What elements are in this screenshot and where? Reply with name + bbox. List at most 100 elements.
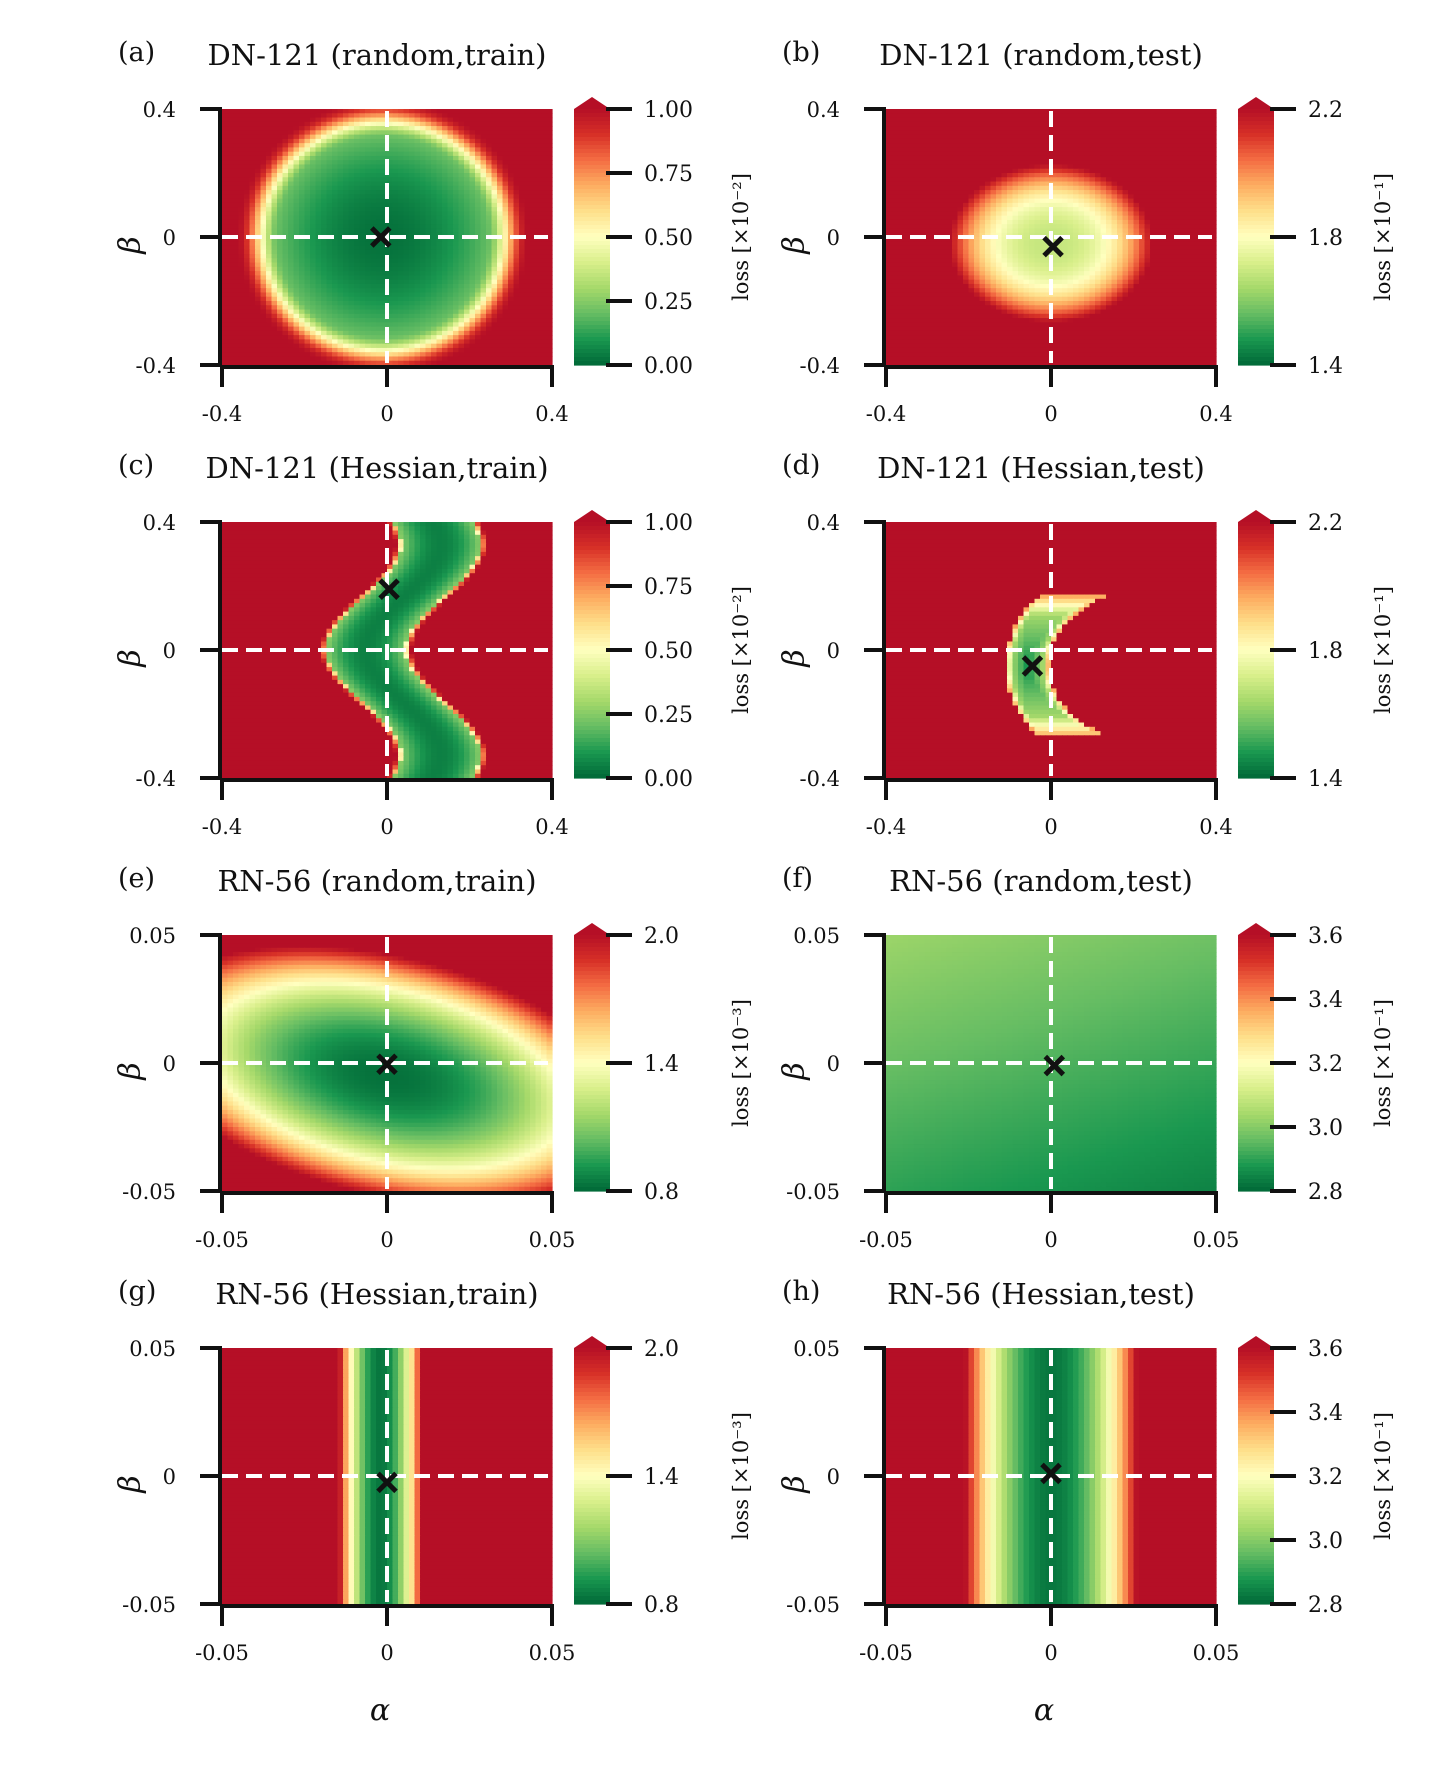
heatmap-cell: [255, 151, 262, 157]
heatmap-cell: [365, 109, 372, 114]
heatmap-cell: [1210, 138, 1217, 144]
heatmap-cell: [957, 155, 964, 161]
heatmap-cell: [486, 258, 493, 264]
heatmap-cell: [546, 326, 553, 332]
heatmap-cell: [227, 271, 234, 276]
heatmap-cell: [530, 296, 537, 302]
heatmap-cell: [425, 173, 432, 178]
heatmap-cell: [469, 138, 476, 144]
heatmap-cell: [908, 190, 915, 195]
heatmap-cell: [1210, 194, 1217, 200]
heatmap-cell: [392, 121, 399, 127]
heatmap-cell: [447, 138, 454, 144]
heatmap-cell: [524, 194, 531, 200]
heatmap-cell: [343, 117, 350, 123]
heatmap-cell: [1062, 181, 1069, 187]
heatmap-cell: [370, 121, 377, 127]
heatmap-cell: [486, 181, 493, 187]
heatmap-cell: [260, 134, 267, 140]
heatmap-cell: [1040, 194, 1047, 200]
heatmap-cell: [475, 138, 482, 144]
heatmap-cell: [464, 237, 471, 242]
heatmap-cell: [376, 130, 383, 136]
heatmap-cell: [260, 288, 267, 294]
heatmap-cell: [524, 181, 531, 187]
heatmap-cell: [315, 143, 322, 148]
heatmap-cell: [255, 322, 262, 328]
heatmap-cell: [249, 151, 256, 157]
heatmap-cell: [458, 356, 465, 362]
heatmap-cell: [1194, 130, 1201, 136]
heatmap-cell: [447, 185, 454, 191]
heatmap-cell: [288, 126, 295, 131]
heatmap-cell: [337, 130, 344, 136]
heatmap-cell: [1205, 194, 1212, 200]
heatmap-cell: [1128, 164, 1135, 170]
heatmap-cell: [398, 198, 405, 204]
heatmap-cell: [304, 147, 311, 153]
heatmap-cell: [1089, 173, 1096, 178]
heatmap-cell: [409, 258, 416, 264]
heatmap-cell: [535, 126, 542, 131]
heatmap-cell: [1128, 147, 1135, 153]
heatmap-cell: [464, 347, 471, 353]
heatmap-cell: [414, 147, 421, 153]
heatmap-cell: [387, 126, 394, 131]
colorbar-segment: [574, 305, 610, 310]
heatmap-cell: [348, 241, 355, 247]
heatmap-cell: [436, 207, 443, 212]
heatmap-cell: [343, 326, 350, 332]
heatmap-cell: [469, 279, 476, 285]
heatmap-cell: [398, 288, 405, 294]
heatmap-cell: [436, 292, 443, 298]
heatmap-cell: [1073, 194, 1080, 200]
heatmap-cell: [957, 109, 964, 114]
heatmap-cell: [337, 343, 344, 349]
heatmap-cell: [497, 288, 504, 294]
heatmap-cell: [370, 113, 377, 119]
heatmap-cell: [249, 296, 256, 302]
heatmap-cell: [508, 155, 515, 161]
heatmap-cell: [348, 330, 355, 336]
heatmap-cell: [464, 322, 471, 328]
heatmap-cell: [1084, 173, 1091, 178]
heatmap-cell: [238, 190, 245, 195]
heatmap-cell: [277, 326, 284, 332]
heatmap-cell: [392, 330, 399, 336]
heatmap-cell: [1095, 151, 1102, 157]
heatmap-cell: [337, 185, 344, 191]
heatmap-cell: [497, 352, 504, 358]
heatmap-cell: [541, 207, 548, 212]
heatmap-cell: [508, 228, 515, 234]
heatmap-cell: [414, 177, 421, 183]
heatmap-cell: [365, 134, 372, 140]
heatmap-cell: [1023, 121, 1030, 127]
heatmap-cell: [442, 283, 449, 289]
heatmap-cell: [310, 296, 317, 302]
heatmap-cell: [491, 194, 498, 200]
heatmap-cell: [985, 109, 992, 114]
heatmap-cell: [475, 194, 482, 200]
heatmap-cell: [271, 211, 278, 217]
heatmap-cell: [519, 130, 526, 136]
heatmap-cell: [546, 292, 553, 298]
heatmap-cell: [304, 215, 311, 221]
heatmap-cell: [546, 224, 553, 230]
heatmap-cell: [1155, 130, 1162, 136]
heatmap-cell: [486, 296, 493, 302]
heatmap-cell: [244, 202, 251, 208]
heatmap-cell: [420, 224, 427, 230]
heatmap-cell: [315, 224, 322, 230]
heatmap-cell: [974, 194, 981, 200]
heatmap-cell: [952, 190, 959, 195]
heatmap-cell: [464, 215, 471, 221]
heatmap-cell: [332, 258, 339, 264]
heatmap-cell: [979, 160, 986, 166]
heatmap-cell: [453, 113, 460, 119]
heatmap-cell: [249, 190, 256, 195]
heatmap-cell: [244, 224, 251, 230]
heatmap-cell: [387, 194, 394, 200]
heatmap-cell: [293, 109, 300, 114]
heatmap-cell: [447, 164, 454, 170]
heatmap-cell: [1018, 109, 1025, 114]
